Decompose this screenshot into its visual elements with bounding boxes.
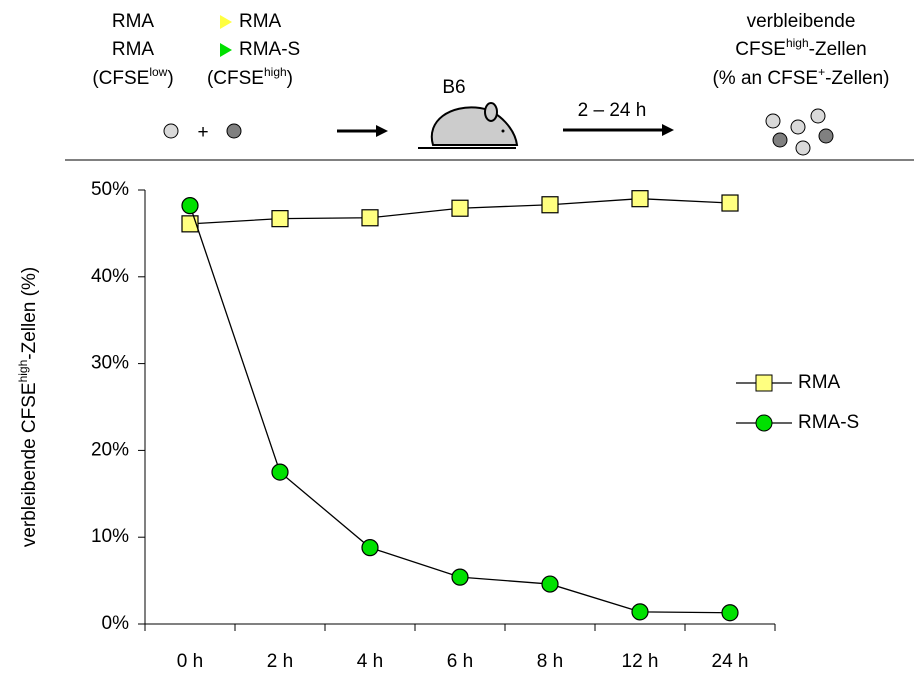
y-tick-label: 50% — [91, 179, 129, 200]
header-text: RMA — [112, 39, 155, 60]
marker — [631, 603, 649, 621]
text-segment: -Zellen — [809, 39, 867, 60]
x-tick-label: 4 h — [357, 651, 383, 672]
marker — [721, 604, 739, 622]
legend-marker — [755, 374, 773, 392]
text-segment: ) — [287, 68, 293, 89]
text-segment: (% an CFSE — [712, 68, 818, 89]
y-tick-label: 20% — [91, 439, 129, 460]
marker — [721, 194, 739, 212]
marker — [451, 199, 469, 217]
text-segment: RMA-S — [239, 39, 300, 60]
marker — [361, 539, 379, 557]
time-label: 2 – 24 h — [578, 100, 647, 121]
header-text: RMA-S — [239, 39, 300, 60]
cell-icon — [772, 132, 788, 148]
text-segment: high — [786, 36, 809, 50]
text-segment: RMA — [112, 39, 155, 60]
y-tick-label: 0% — [102, 613, 130, 634]
text-segment: -Zellen (%) — [19, 267, 40, 360]
header-text: RMA — [112, 11, 155, 32]
y-tick-label: 30% — [91, 353, 129, 374]
text-segment: verbleibende — [747, 11, 856, 32]
marker — [271, 463, 289, 481]
text-segment: RMA — [239, 11, 282, 32]
text-segment: verbleibende CFSE — [19, 382, 40, 547]
cell-icon — [810, 108, 826, 124]
y-axis-label: verbleibende CFSEhigh-Zellen (%) — [16, 267, 40, 547]
text-segment: CFSE — [735, 39, 786, 60]
cell-icon — [818, 128, 834, 144]
text-segment: RMA — [112, 11, 155, 32]
cell-icon — [795, 140, 811, 156]
header-text: (% an CFSE+-Zellen) — [712, 65, 889, 89]
header-text: CFSEhigh-Zellen — [735, 36, 866, 60]
x-tick-label: 2 h — [267, 651, 293, 672]
marker — [451, 568, 469, 586]
marker — [271, 210, 289, 228]
text-segment: ) — [167, 68, 173, 89]
text-segment: high — [16, 360, 30, 383]
header-text: RMA — [239, 11, 282, 32]
series-line — [189, 205, 731, 614]
cell-icon — [790, 119, 806, 135]
text-segment: + — [818, 65, 825, 79]
mouse-icon — [430, 106, 519, 146]
text-segment: low — [149, 65, 167, 79]
legend-marker — [755, 414, 773, 432]
header-text: (CFSEhigh) — [207, 65, 293, 89]
y-tick-label: 40% — [91, 266, 129, 287]
marker — [541, 575, 559, 593]
legend-label: RMA — [798, 372, 841, 393]
header-text: (CFSElow) — [92, 65, 173, 89]
marker — [361, 209, 379, 227]
arrow-head — [662, 124, 674, 136]
marker — [541, 196, 559, 214]
x-tick-label: 12 h — [622, 651, 659, 672]
header-text: verbleibende — [747, 11, 856, 32]
legend-label: RMA-S — [798, 412, 859, 433]
triangle-icon — [220, 15, 232, 29]
marker — [181, 197, 199, 215]
y-tick-label: 10% — [91, 526, 129, 547]
cell-icon — [226, 123, 242, 139]
mouse-eye — [501, 129, 505, 133]
marker — [181, 215, 199, 233]
arrow-head — [376, 125, 388, 137]
x-tick-label: 0 h — [177, 651, 203, 672]
x-tick-label: 6 h — [447, 651, 473, 672]
text-segment: (CFSE — [92, 68, 149, 89]
plus: + — [197, 122, 208, 143]
text-segment: -Zellen) — [825, 68, 889, 89]
text-segment: (CFSE — [207, 68, 264, 89]
triangle-icon — [220, 43, 232, 57]
cell-icon — [163, 123, 179, 139]
text-segment: high — [264, 65, 287, 79]
host-label: B6 — [442, 77, 465, 98]
cell-icon — [765, 113, 781, 129]
x-tick-label: 24 h — [712, 651, 749, 672]
marker — [631, 190, 649, 208]
x-tick-label: 8 h — [537, 651, 563, 672]
mouse-ear — [484, 102, 498, 122]
